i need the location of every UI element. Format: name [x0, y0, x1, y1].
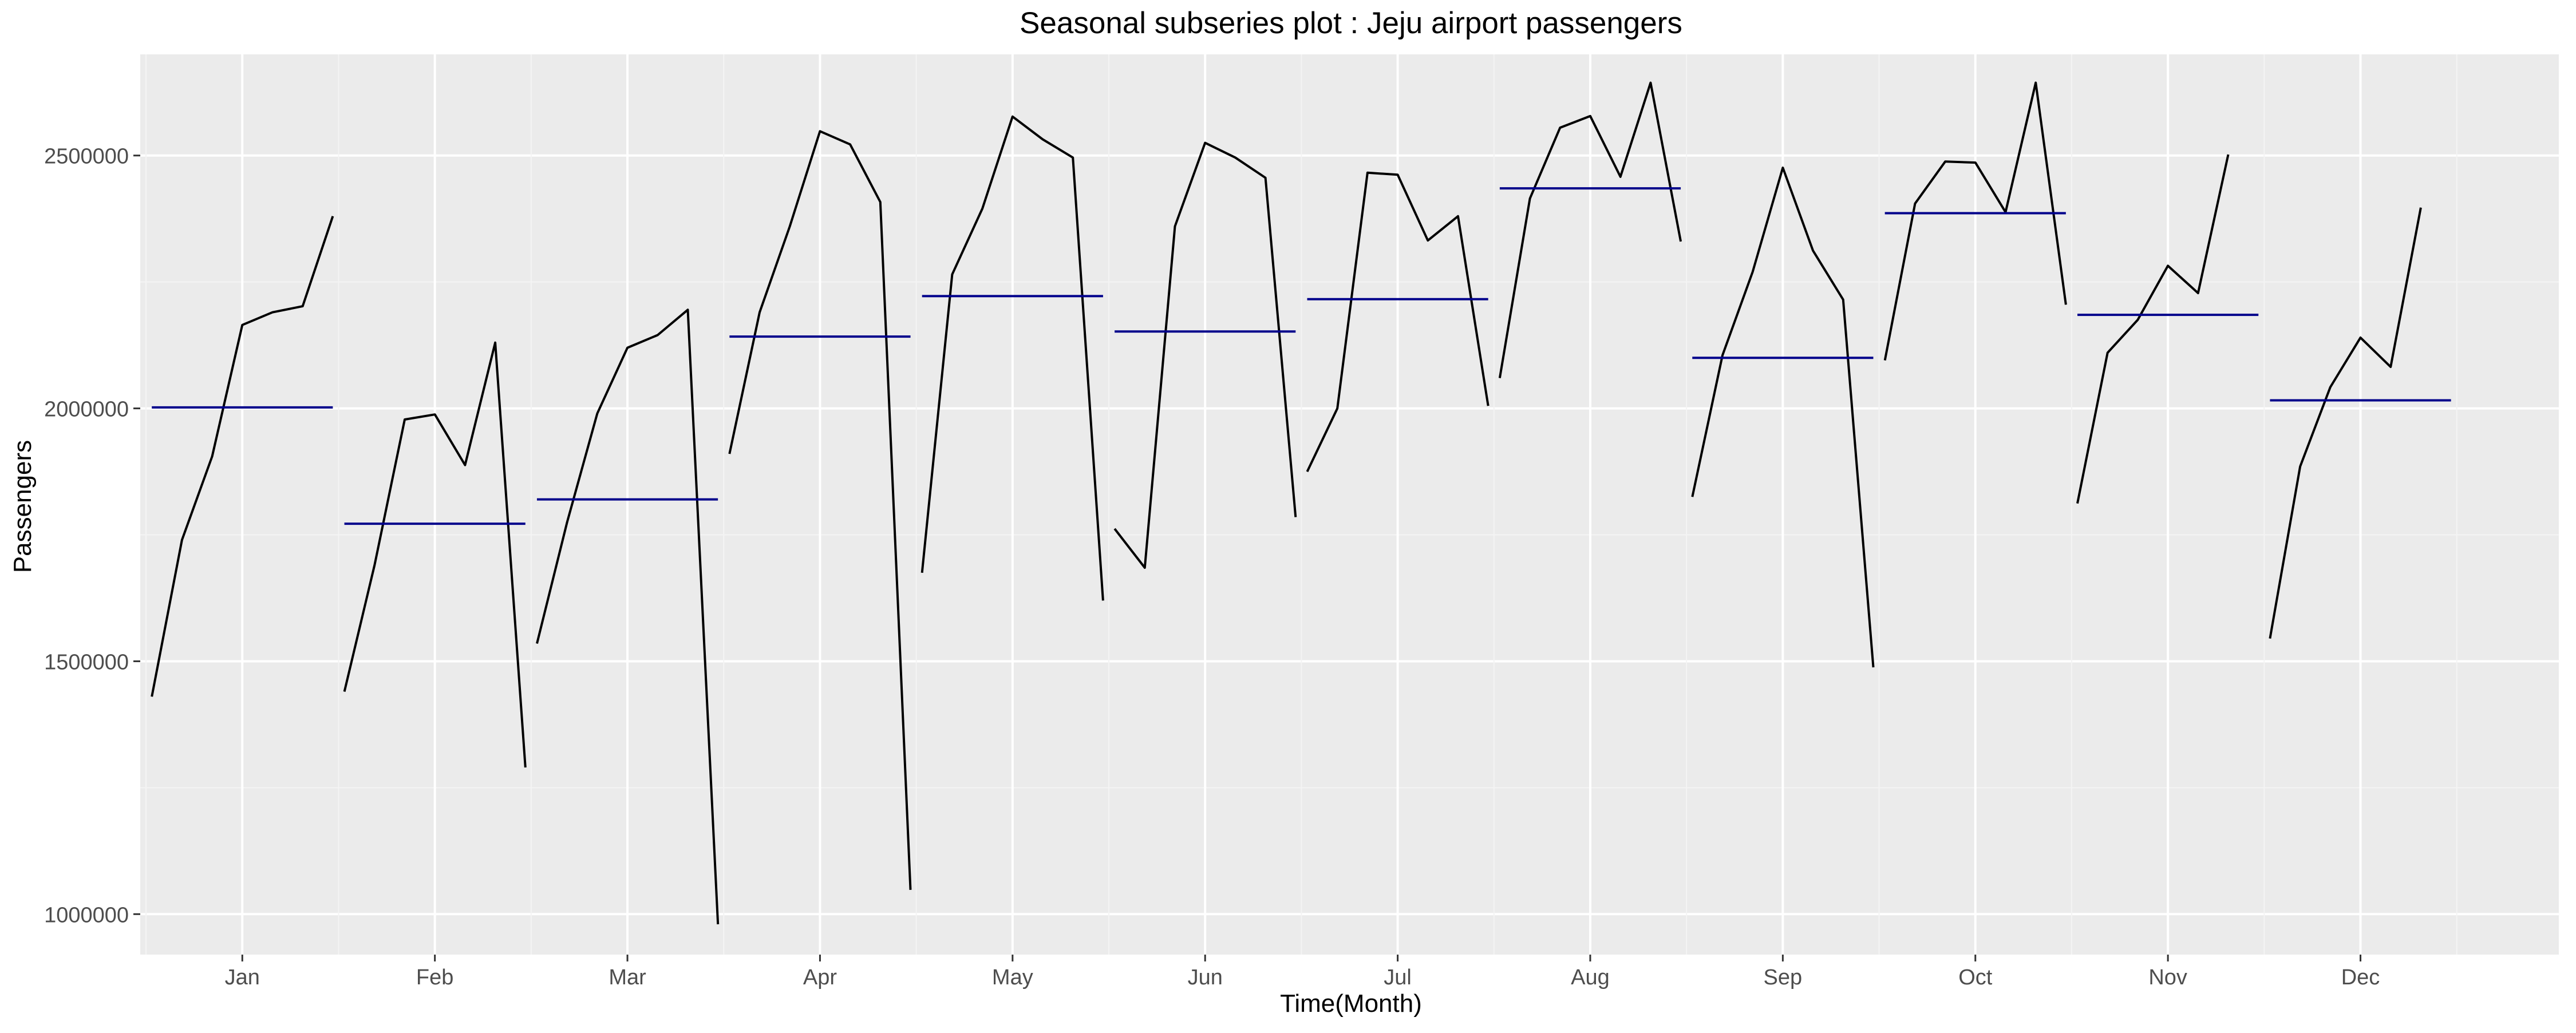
x-tick-label: Dec	[2341, 965, 2380, 990]
series-line-feb	[343, 341, 527, 768]
series-line-jun	[1113, 141, 1297, 569]
x-tick-label: Mar	[609, 965, 646, 990]
x-axis: Jan Feb Mar Apr May Jun Jul Aug Sep Oct Nov Dec	[225, 955, 2380, 990]
mean-lines	[152, 187, 2451, 525]
x-tick-label: Nov	[2148, 965, 2187, 990]
y-tick-label: 2500000	[44, 145, 129, 169]
series-line-dec	[2269, 207, 2422, 639]
x-tick-label: Oct	[1958, 965, 1993, 990]
series-line-aug	[1498, 81, 1682, 378]
series-lines	[151, 81, 2422, 925]
series-line-jan	[151, 216, 334, 697]
x-tick-label: Jan	[225, 965, 260, 990]
series-line-jul	[1306, 171, 1490, 472]
series-line-nov	[2076, 154, 2230, 504]
y-tick-label: 2000000	[44, 398, 129, 422]
series-line-oct	[1883, 81, 2067, 361]
y-tick-label: 1500000	[44, 650, 129, 674]
y-axis: 1000000 1500000 2000000 2500000	[44, 145, 140, 927]
series-line-mar	[536, 308, 720, 925]
plot-background	[140, 54, 2559, 955]
x-tick-label: Jul	[1384, 965, 1412, 990]
series-line-sep	[1691, 167, 1875, 668]
y-axis-label: Passengers	[9, 440, 37, 573]
x-tick-label: Apr	[803, 965, 837, 990]
x-tick-label: Jun	[1188, 965, 1223, 990]
x-axis-label: Time(Month)	[1280, 990, 1422, 1018]
x-tick-label: Sep	[1764, 965, 1803, 990]
y-tick-label: 1000000	[44, 903, 129, 927]
grid-lines	[140, 54, 2559, 955]
x-tick-label: Aug	[1571, 965, 1610, 990]
chart-title: Seasonal subseries plot : Jeju airport p…	[1020, 6, 1682, 40]
x-tick-label: Feb	[416, 965, 453, 990]
x-tick-label: May	[992, 965, 1033, 990]
series-line-apr	[728, 130, 912, 890]
series-line-may	[920, 115, 1104, 601]
